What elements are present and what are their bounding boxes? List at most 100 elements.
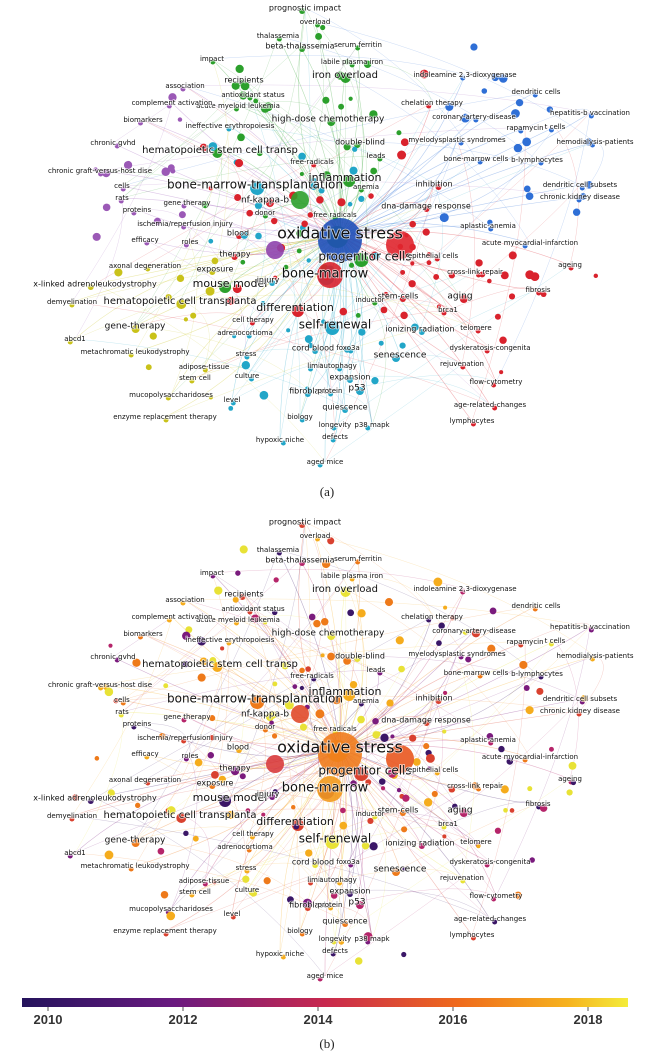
node: [271, 217, 278, 225]
keyword: chronic gvhd: [90, 139, 135, 147]
node: [396, 130, 402, 136]
edge: [339, 748, 477, 843]
node: [246, 847, 252, 853]
node: [344, 59, 350, 65]
node: [308, 880, 314, 886]
node: [471, 629, 481, 638]
edge: [94, 748, 341, 799]
node: [422, 228, 430, 236]
keyword: hematopoietic stem cell transp: [142, 659, 298, 670]
node: [523, 685, 530, 691]
keyword: bone-marrow: [282, 781, 369, 796]
keyword: double-blind: [335, 138, 385, 147]
node: [211, 257, 219, 265]
edge: [134, 748, 341, 841]
node: [460, 113, 470, 123]
node: [522, 757, 528, 763]
edge: [121, 605, 537, 701]
keyword: hemodialysis-patients: [557, 138, 634, 146]
edge: [339, 234, 477, 329]
edge: [344, 588, 531, 758]
edge: [339, 748, 539, 805]
keyword: leads: [367, 152, 386, 160]
node: [263, 877, 271, 885]
node: [337, 198, 346, 207]
node: [500, 785, 509, 794]
node: [331, 939, 337, 945]
keyword: dna-damage response: [381, 202, 471, 211]
keyword: mucopolysaccharidoses: [129, 391, 213, 399]
node: [280, 440, 286, 446]
node: [342, 921, 349, 927]
node: [549, 746, 554, 752]
keyword: protein: [318, 901, 343, 909]
keyword: acute myeloid leukemia: [196, 616, 280, 624]
node: [120, 186, 126, 192]
node: [470, 43, 478, 51]
keyword: longevity: [319, 935, 351, 943]
node: [189, 892, 195, 898]
node: [114, 268, 123, 277]
node: [344, 346, 351, 353]
edge: [339, 234, 497, 383]
keyword: blood: [227, 743, 249, 752]
node: [500, 271, 509, 280]
node: [118, 198, 124, 204]
edge: [231, 879, 316, 915]
edge: [179, 300, 210, 368]
node: [260, 300, 266, 306]
edge: [121, 197, 341, 236]
node: [492, 405, 498, 411]
edge: [237, 619, 341, 750]
node: [163, 931, 169, 937]
node: [506, 758, 514, 765]
edge: [456, 653, 475, 879]
node: [291, 804, 296, 810]
edge: [243, 79, 301, 418]
keyword: recipients: [224, 590, 263, 599]
node: [181, 203, 187, 209]
keyword: enzyme replacement therapy: [113, 927, 217, 935]
keyword: chronic kidney disease: [540, 193, 620, 201]
keyword: ineffective erythropoiesis: [186, 122, 275, 130]
edge: [211, 58, 461, 297]
node: [114, 143, 120, 149]
edge: [314, 21, 596, 143]
keyword: ageing: [558, 775, 582, 783]
node: [358, 328, 366, 336]
node: [397, 150, 407, 160]
node: [308, 613, 316, 621]
keyword: level: [224, 910, 241, 918]
keyword: brca1: [438, 306, 458, 314]
node: [218, 775, 226, 784]
keyword: dendritic cell subsets: [543, 181, 618, 189]
node: [261, 812, 266, 817]
keyword: rapamycin: [506, 124, 543, 132]
keyword: axonal degeneration: [109, 776, 181, 784]
node: [72, 794, 79, 802]
node: [419, 69, 429, 79]
node: [448, 272, 456, 279]
node: [511, 109, 520, 118]
node: [291, 305, 304, 317]
keyword: epithelial cells: [408, 766, 459, 774]
keyword: impact: [200, 569, 224, 577]
edge: [112, 142, 341, 236]
node: [392, 354, 401, 362]
edge: [121, 711, 341, 750]
node: [281, 661, 289, 670]
node: [498, 745, 505, 753]
node: [525, 192, 534, 201]
edge: [279, 521, 311, 955]
edge: [338, 74, 346, 236]
node: [166, 103, 172, 109]
keyword: aplastic-anemia: [460, 222, 516, 230]
node: [269, 794, 276, 800]
keyword: rats: [115, 708, 129, 716]
keyword: culture: [235, 886, 259, 894]
node: [254, 202, 263, 210]
node: [166, 617, 172, 623]
node: [269, 711, 277, 719]
edge: [142, 119, 421, 330]
node: [69, 816, 75, 822]
